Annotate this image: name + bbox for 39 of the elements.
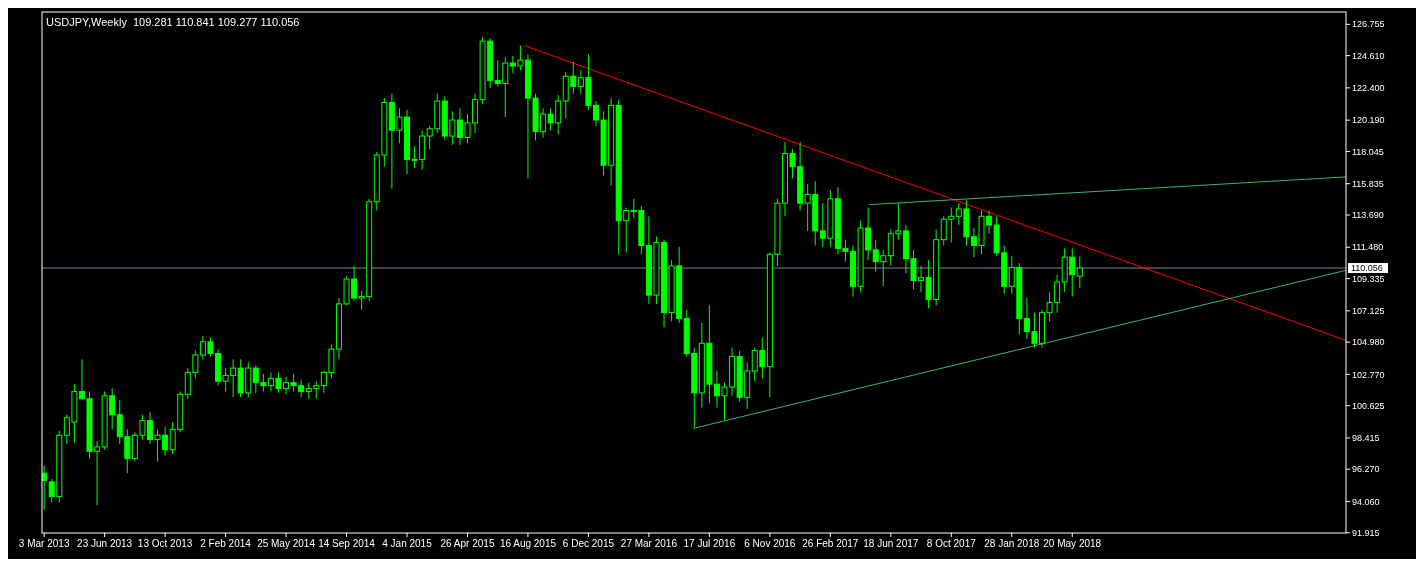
y-tick-label: 98.415	[1352, 433, 1380, 444]
y-tick-label: 109.335	[1352, 273, 1385, 284]
x-tick-label: 17 Jul 2016	[683, 538, 736, 549]
x-tick-label: 23 Jun 2013	[77, 538, 133, 549]
x-tick-label: 26 Apr 2015	[440, 538, 495, 549]
y-tick-label: 124.610	[1352, 50, 1385, 61]
x-tick-label: 25 May 2014	[257, 538, 316, 549]
y-tick-label: 107.125	[1352, 305, 1385, 316]
y-tick-label: 91.915	[1352, 527, 1380, 538]
y-tick-label: 100.625	[1352, 400, 1385, 411]
x-tick-label: 3 Mar 2013	[18, 538, 70, 549]
y-tick-label: 115.835	[1352, 178, 1384, 189]
y-tick-label: 126.755	[1352, 19, 1385, 30]
y-tick-label: 104.980	[1352, 337, 1385, 348]
x-tick-label: 27 Mar 2016	[620, 538, 678, 549]
x-tick-label: 16 Aug 2015	[499, 538, 557, 549]
y-tick-label: 94.060	[1352, 496, 1380, 507]
y-tick-label: 122.400	[1352, 83, 1385, 94]
x-tick-label: 6 Dec 2015	[562, 538, 615, 549]
x-tick-label: 4 Jan 2015	[382, 538, 433, 549]
y-tick-label: 102.770	[1352, 369, 1385, 380]
x-tick-label: 6 Nov 2016	[744, 538, 796, 549]
x-tick-label: 13 Oct 2013	[137, 538, 193, 549]
chart-title: USDJPY,Weekly	[46, 16, 128, 28]
x-tick-label: 28 Jan 2018	[984, 538, 1040, 549]
y-tick-label: 113.690	[1352, 210, 1384, 221]
y-tick-label: 111.480	[1352, 242, 1384, 253]
x-tick-label: 2 Feb 2014	[200, 538, 252, 549]
x-tick-label: 20 May 2018	[1043, 538, 1102, 549]
ref-line-label: 110.056	[1351, 263, 1383, 274]
x-tick-label: 14 Sep 2014	[318, 538, 376, 549]
candlestick	[1076, 256, 1083, 289]
chart-subtitle: 109.281 110.841 109.277 110.056	[132, 16, 300, 28]
y-tick-label: 96.270	[1352, 464, 1380, 475]
x-tick-label: 26 Feb 2017	[802, 538, 859, 549]
y-tick-label: 120.190	[1352, 115, 1385, 126]
x-tick-label: 18 Jun 2017	[863, 538, 919, 549]
x-tick-label: 8 Oct 2017	[926, 538, 977, 549]
y-tick-label: 118.045	[1352, 146, 1384, 157]
